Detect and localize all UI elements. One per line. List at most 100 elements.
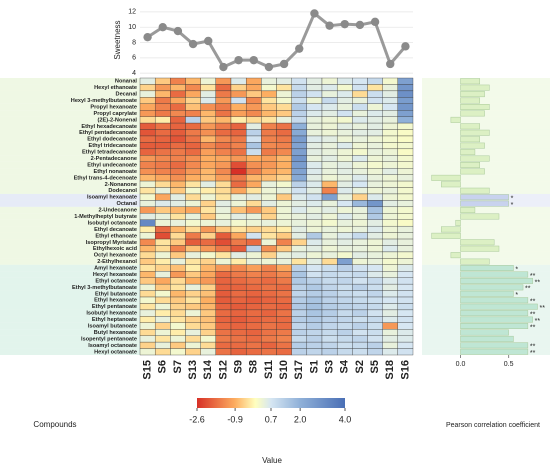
heatmap-cell <box>215 129 232 137</box>
heatmap-cell <box>245 84 262 92</box>
heatmap-cell <box>306 271 323 278</box>
bar <box>460 78 480 85</box>
heatmap-cell <box>139 155 156 162</box>
heatmap-cell <box>336 135 353 143</box>
row-band <box>0 335 140 343</box>
heatmap-cell <box>382 193 399 201</box>
row-label: Ethyl butanoate <box>95 291 137 297</box>
heatmap-cell <box>352 174 368 182</box>
column-label: S8 <box>248 360 260 373</box>
heatmap-cell <box>367 348 383 356</box>
heatmap-cell <box>382 283 399 291</box>
heatmap-cell <box>276 329 292 336</box>
row-band <box>0 329 140 336</box>
heatmap-cell <box>306 193 323 201</box>
heatmap-cell <box>367 206 383 214</box>
heatmap-cell <box>230 271 247 278</box>
heatmap-cell <box>336 122 353 130</box>
heatmap-cell <box>154 84 171 92</box>
heatmap-cell <box>321 348 338 356</box>
heatmap-cell <box>336 232 353 240</box>
heatmap-cell <box>261 329 277 336</box>
bar <box>460 342 529 349</box>
heatmap-cell <box>397 251 414 259</box>
heatmap-cell <box>321 213 338 220</box>
heatmap-cell <box>200 303 217 311</box>
heatmap-cell <box>336 219 353 227</box>
heatmap-cell <box>170 193 186 201</box>
heatmap-cell <box>170 264 186 272</box>
heatmap-cell <box>245 283 262 291</box>
heatmap-cell <box>154 77 171 85</box>
heatmap-cell <box>397 213 414 220</box>
heatmap-cell <box>139 142 156 150</box>
heatmap-cell <box>352 103 368 111</box>
heatmap-cell <box>397 290 414 298</box>
heatmap-cell <box>139 122 156 130</box>
heatmap-cell <box>367 187 383 195</box>
row-band <box>422 78 550 85</box>
heatmap-cell <box>382 277 399 285</box>
heatmap-cell <box>200 77 217 85</box>
heatmap-cell <box>276 296 292 304</box>
bar <box>460 194 509 201</box>
heatmap-cell <box>245 77 262 85</box>
row-band <box>0 135 140 143</box>
heatmap-cell <box>245 296 262 304</box>
heatmap-cell <box>321 341 338 349</box>
heatmap-cell <box>170 271 186 278</box>
heatmap-cell <box>261 219 277 227</box>
legend-tick-label: 2.0 <box>294 414 307 424</box>
heatmap-cell <box>200 193 217 201</box>
heatmap-cell <box>397 187 414 195</box>
significance: ** <box>525 286 531 293</box>
heatmap-cell <box>367 168 383 175</box>
bar <box>460 323 529 329</box>
heatmap-cell <box>215 322 232 330</box>
heatmap-cell <box>170 142 186 150</box>
heatmap-cell <box>170 116 186 124</box>
heatmap-cell <box>230 135 247 143</box>
heatmap-cell <box>291 251 308 259</box>
heatmap-cell <box>382 271 399 278</box>
heatmap-cell <box>336 168 353 175</box>
heatmap-cell <box>200 245 217 253</box>
heatmap-cell <box>261 90 277 98</box>
heatmap-cell <box>245 116 262 124</box>
heatmap-cell <box>139 316 156 323</box>
heatmap-cell <box>230 142 247 150</box>
heatmap-cell <box>397 103 414 111</box>
row-label: Ethyl pentadecanoate <box>79 130 137 136</box>
heatmap-cell <box>352 258 368 265</box>
heatmap-cell <box>170 290 186 298</box>
heatmap-cell <box>321 84 338 92</box>
heatmap-cell <box>154 219 171 227</box>
heatmap-cell <box>215 180 232 188</box>
heatmap-cell <box>200 316 217 323</box>
heatmap-cell <box>352 238 368 246</box>
heatmap-cell <box>276 122 292 130</box>
heatmap-cell <box>321 135 338 143</box>
heatmap-cell <box>306 277 323 285</box>
heatmap-cell <box>276 271 292 278</box>
heatmap-cell <box>352 329 368 336</box>
heatmap-cell <box>154 213 171 220</box>
heatmap-cell <box>382 238 399 246</box>
heatmap-cell <box>139 232 156 240</box>
heatmap-cell <box>245 187 262 195</box>
heatmap-cell <box>352 316 368 323</box>
heatmap-cell <box>200 232 217 240</box>
bar <box>460 104 490 110</box>
heatmap-cell <box>139 129 156 137</box>
heatmap-cell <box>215 232 232 240</box>
heatmap-cell <box>170 97 186 104</box>
heatmap-cell <box>230 264 247 272</box>
heatmap-cell <box>397 174 414 182</box>
heatmap-cell <box>336 200 353 208</box>
heatmap-cell <box>245 174 262 182</box>
heatmap-cell <box>139 161 156 169</box>
heatmap-cell <box>336 283 353 291</box>
heatmap-cell <box>185 213 201 220</box>
heatmap-cell <box>200 168 217 175</box>
heatmap-cell <box>261 116 277 124</box>
